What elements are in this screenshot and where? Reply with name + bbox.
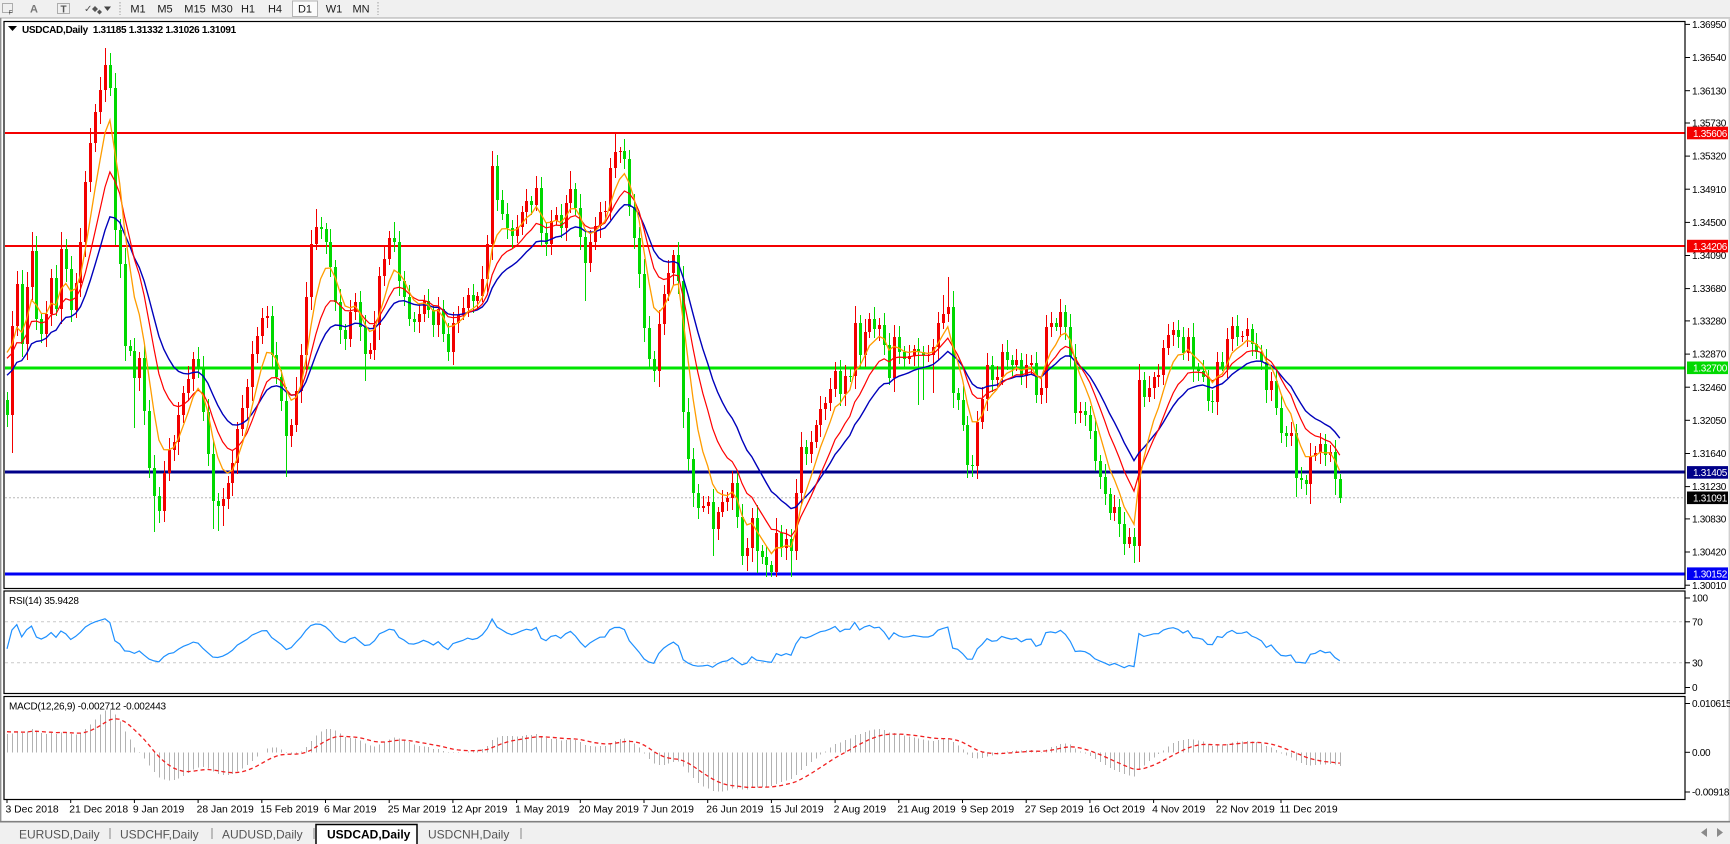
svg-text:M1: M1 <box>130 4 145 16</box>
svg-text:D1: D1 <box>298 4 312 16</box>
svg-text:MN: MN <box>352 4 369 16</box>
svg-text:1.30152: 1.30152 <box>1693 570 1728 581</box>
svg-text:1.34206: 1.34206 <box>1693 242 1728 253</box>
svg-text:1.33280: 1.33280 <box>1692 317 1727 328</box>
svg-text:1.32870: 1.32870 <box>1692 350 1727 361</box>
svg-text:15 Feb 2019: 15 Feb 2019 <box>260 805 319 816</box>
svg-text:H1: H1 <box>241 4 255 16</box>
svg-text:H4: H4 <box>268 4 282 16</box>
svg-text:12 Apr 2019: 12 Apr 2019 <box>451 805 507 816</box>
svg-text:1.30420: 1.30420 <box>1692 548 1727 559</box>
svg-text:1.33680: 1.33680 <box>1692 284 1727 295</box>
svg-text:21 Aug 2019: 21 Aug 2019 <box>897 805 956 816</box>
svg-text:1.31640: 1.31640 <box>1692 449 1727 460</box>
svg-text:28 Jan 2019: 28 Jan 2019 <box>197 805 254 816</box>
svg-text:1.34090: 1.34090 <box>1692 251 1727 262</box>
svg-text:16 Oct 2019: 16 Oct 2019 <box>1088 805 1145 816</box>
svg-text:M15: M15 <box>184 4 205 16</box>
svg-text:21 Dec 2018: 21 Dec 2018 <box>69 805 128 816</box>
svg-text:F: F <box>9 11 13 17</box>
svg-text:EURUSD,Daily: EURUSD,Daily <box>19 828 100 842</box>
svg-text:1 May 2019: 1 May 2019 <box>515 805 570 816</box>
svg-text:9 Jan 2019: 9 Jan 2019 <box>133 805 185 816</box>
svg-text:-0.009181: -0.009181 <box>1692 788 1730 799</box>
svg-text:T: T <box>61 5 67 16</box>
svg-text:0: 0 <box>1692 683 1698 694</box>
svg-text:RSI(14) 35.9428: RSI(14) 35.9428 <box>9 596 79 607</box>
svg-text:1.34500: 1.34500 <box>1692 218 1727 229</box>
svg-text:27 Sep 2019: 27 Sep 2019 <box>1025 805 1084 816</box>
svg-text:USDCAD,Daily: USDCAD,Daily <box>327 828 411 842</box>
svg-text:MACD(12,26,9) -0.002712 -0.002: MACD(12,26,9) -0.002712 -0.002443 <box>9 702 167 713</box>
svg-text:2 Aug 2019: 2 Aug 2019 <box>834 805 887 816</box>
svg-text:AUDUSD,Daily: AUDUSD,Daily <box>222 828 303 842</box>
svg-text:3 Dec 2018: 3 Dec 2018 <box>6 805 59 816</box>
svg-text:1.35730: 1.35730 <box>1692 119 1727 130</box>
svg-text:1.34910: 1.34910 <box>1692 185 1727 196</box>
svg-text:4 Nov 2019: 4 Nov 2019 <box>1152 805 1205 816</box>
svg-text:1.32050: 1.32050 <box>1692 416 1727 427</box>
svg-text:9 Sep 2019: 9 Sep 2019 <box>961 805 1014 816</box>
svg-text:M5: M5 <box>157 4 172 16</box>
svg-text:22 Nov 2019: 22 Nov 2019 <box>1216 805 1275 816</box>
svg-text:1.36540: 1.36540 <box>1692 53 1727 64</box>
svg-text:1.32460: 1.32460 <box>1692 383 1727 394</box>
svg-text:20 May 2019: 20 May 2019 <box>579 805 639 816</box>
svg-text:26 Jun 2019: 26 Jun 2019 <box>706 805 763 816</box>
svg-text:USDCNH,Daily: USDCNH,Daily <box>428 828 509 842</box>
svg-text:A: A <box>30 4 38 16</box>
svg-text:1.31091: 1.31091 <box>1693 494 1728 505</box>
svg-text:1.31230: 1.31230 <box>1692 482 1727 493</box>
svg-text:1.32700: 1.32700 <box>1693 364 1728 375</box>
svg-text:1.30830: 1.30830 <box>1692 515 1727 526</box>
svg-text:11 Dec 2019: 11 Dec 2019 <box>1280 805 1338 816</box>
svg-text:25 Mar 2019: 25 Mar 2019 <box>388 805 447 816</box>
svg-text:USDCHF,Daily: USDCHF,Daily <box>120 828 199 842</box>
svg-text:7 Jun 2019: 7 Jun 2019 <box>643 805 695 816</box>
svg-text:0.00: 0.00 <box>1692 748 1711 759</box>
svg-text:1.30010: 1.30010 <box>1692 581 1727 592</box>
svg-text:30: 30 <box>1692 658 1703 669</box>
svg-text:15 Jul 2019: 15 Jul 2019 <box>770 805 824 816</box>
svg-text:70: 70 <box>1692 617 1703 628</box>
svg-text:USDCAD,Daily 1.31185 1.31332: USDCAD,Daily 1.31185 1.31332 1.31026 1.3… <box>22 25 237 36</box>
svg-text:6 Mar 2019: 6 Mar 2019 <box>324 805 377 816</box>
svg-text:W1: W1 <box>326 4 343 16</box>
svg-text:1.36950: 1.36950 <box>1692 20 1727 31</box>
svg-text:1.35320: 1.35320 <box>1692 152 1727 163</box>
svg-text:0.010615: 0.010615 <box>1692 699 1730 710</box>
svg-text:1.35606: 1.35606 <box>1693 129 1728 140</box>
svg-text:100: 100 <box>1692 594 1709 605</box>
svg-text:1.31405: 1.31405 <box>1693 468 1728 479</box>
svg-text:M30: M30 <box>211 4 232 16</box>
svg-text:1.36130: 1.36130 <box>1692 86 1727 97</box>
svg-text:✓: ✓ <box>84 4 92 15</box>
